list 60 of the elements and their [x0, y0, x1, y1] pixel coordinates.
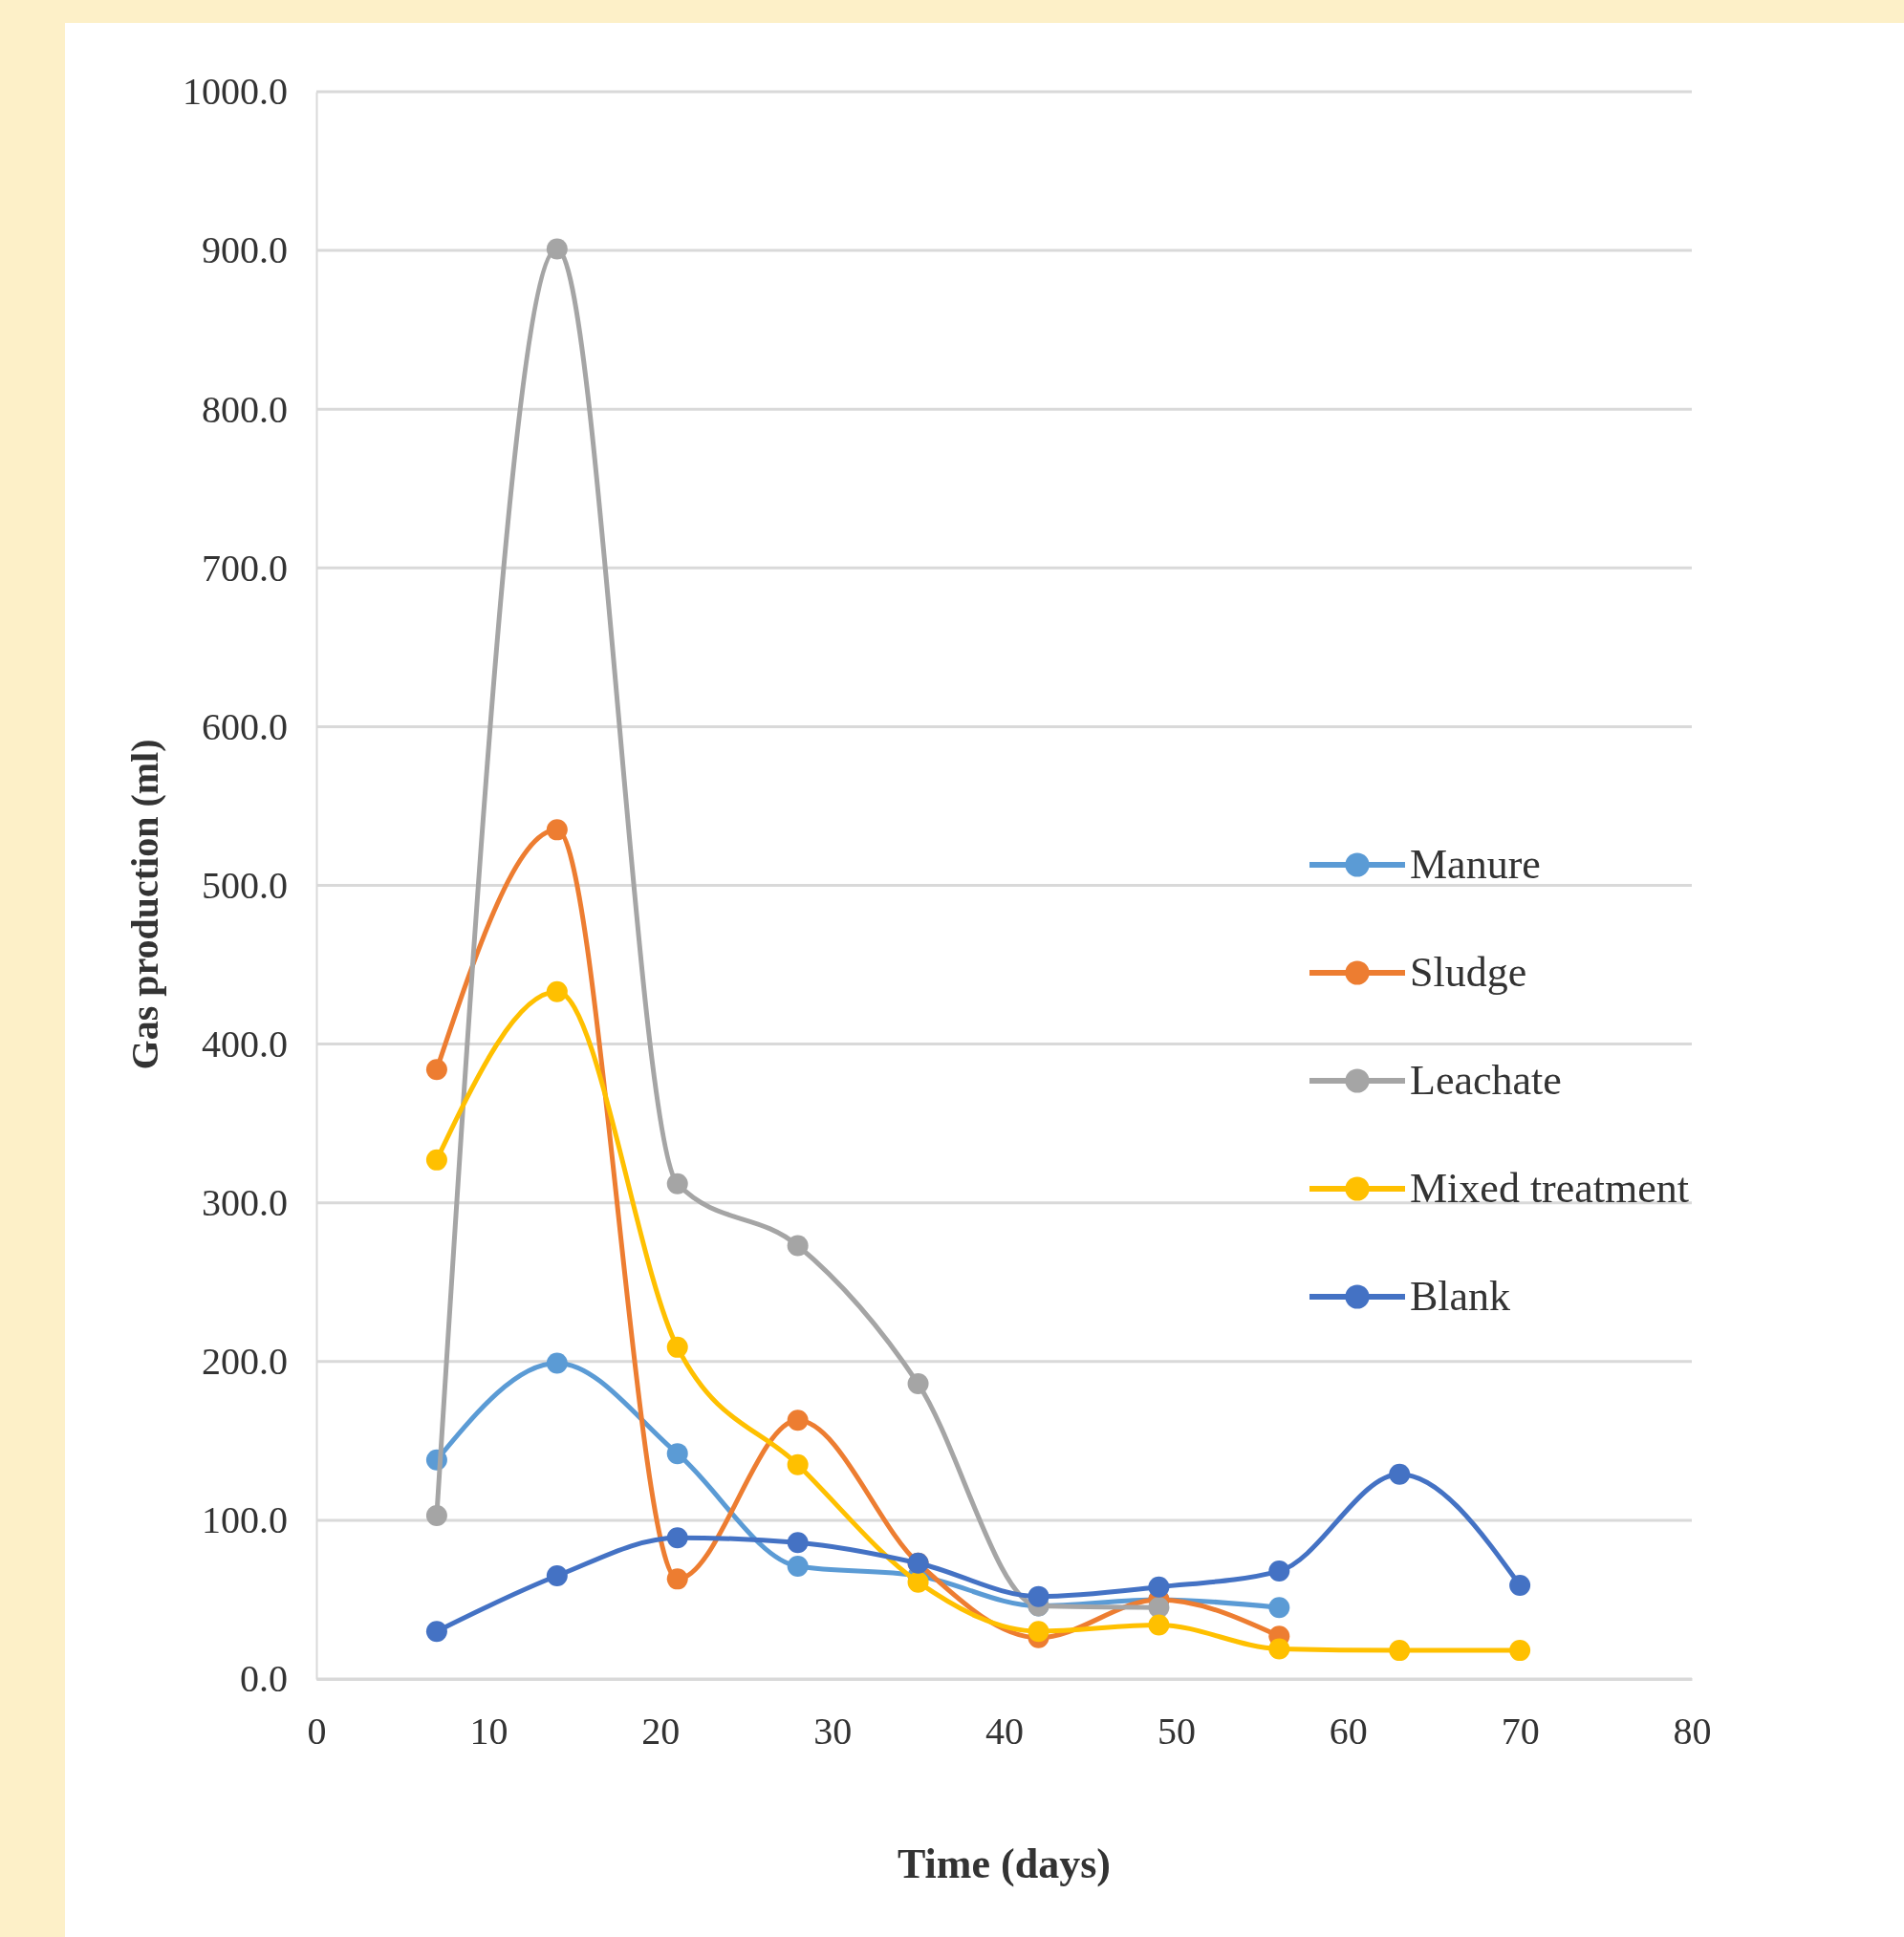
point	[666, 1527, 688, 1549]
y-tick-label: 800.0	[202, 387, 288, 431]
legend-label: Leachate	[1410, 1057, 1562, 1104]
point	[907, 1373, 929, 1395]
x-tick-label: 80	[1673, 1710, 1712, 1754]
point	[1148, 1614, 1170, 1636]
y-tick-label: 700.0	[202, 546, 288, 590]
x-tick-label: 70	[1501, 1710, 1540, 1754]
point	[1148, 1597, 1170, 1619]
x-tick-label: 30	[813, 1710, 853, 1754]
point	[666, 1336, 688, 1358]
x-tick-label: 20	[641, 1710, 681, 1754]
x-tick-label: 10	[469, 1710, 508, 1754]
y-tick-label: 500.0	[202, 863, 288, 907]
legend-label: Sludge	[1410, 949, 1527, 996]
legend-label: Mixed treatment	[1410, 1165, 1690, 1212]
point	[1148, 1576, 1170, 1598]
point	[666, 1568, 688, 1590]
legend-label: Manure	[1410, 841, 1541, 888]
point	[546, 819, 568, 841]
point	[425, 1621, 447, 1643]
x-tick-label: 60	[1329, 1710, 1368, 1754]
point	[666, 1443, 688, 1465]
y-tick-label: 0.0	[240, 1657, 288, 1701]
point	[1028, 1585, 1049, 1607]
point	[1389, 1463, 1411, 1485]
point	[1268, 1597, 1290, 1619]
point	[1509, 1640, 1531, 1662]
point	[425, 1059, 447, 1081]
point	[1509, 1575, 1531, 1596]
x-tick-label: 40	[985, 1710, 1024, 1754]
x-tick-label: 0	[307, 1710, 327, 1754]
point	[666, 1173, 688, 1194]
x-tick-label: 50	[1157, 1710, 1196, 1754]
point	[787, 1410, 809, 1431]
point	[1268, 1560, 1290, 1582]
point	[546, 238, 568, 260]
y-tick-label: 100.0	[202, 1498, 288, 1542]
x-axis-title: Time (days)	[898, 1840, 1111, 1887]
point	[546, 1565, 568, 1587]
y-tick-label: 300.0	[202, 1181, 288, 1224]
y-tick-label: 400.0	[202, 1022, 288, 1065]
point	[787, 1453, 809, 1475]
point	[425, 1149, 447, 1171]
point	[425, 1504, 447, 1526]
y-tick-label: 900.0	[202, 228, 288, 272]
point	[787, 1235, 809, 1257]
y-tick-label: 200.0	[202, 1340, 288, 1384]
y-axis-title: Gas production (ml)	[123, 739, 166, 1070]
y-tick-label: 1000.0	[183, 70, 288, 114]
point	[787, 1532, 809, 1554]
point	[1268, 1638, 1290, 1660]
legend-label: Blank	[1410, 1273, 1511, 1320]
point	[787, 1556, 809, 1578]
point	[1028, 1621, 1049, 1643]
y-tick-label: 600.0	[202, 704, 288, 748]
point	[907, 1571, 929, 1593]
point	[546, 980, 568, 1002]
point	[546, 1352, 568, 1374]
point	[1389, 1640, 1411, 1662]
